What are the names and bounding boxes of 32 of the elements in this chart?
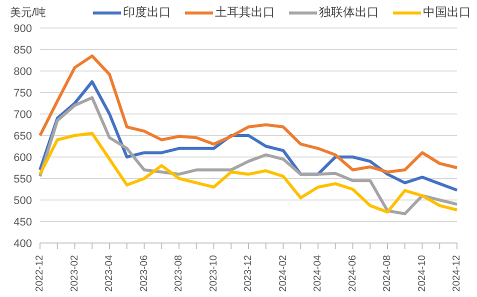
x-tick-label: 2024-02 <box>278 254 289 292</box>
y-tick-label: 750 <box>14 87 32 100</box>
x-tick-label: 2024-06 <box>347 254 358 292</box>
x-tick-label: 2022-12 <box>34 254 46 292</box>
y-tick-label: 400 <box>14 238 32 250</box>
line-series <box>38 54 458 174</box>
x-tick-label: 2023-02 <box>69 254 80 292</box>
x-tick-label: 2023-12 <box>243 254 254 292</box>
y-tick-label: 550 <box>14 173 32 186</box>
legend-label: 中国出口 <box>422 4 471 21</box>
y-tick-label: 700 <box>14 108 32 121</box>
line-series <box>38 132 458 214</box>
x-tick-label: 2024-08 <box>382 254 393 292</box>
x-tick-label: 2024-10 <box>416 254 428 292</box>
y-tick-label: 850 <box>14 44 32 56</box>
legend-label: 印度出口 <box>122 4 171 21</box>
x-tick-label: 2023-10 <box>208 254 220 292</box>
line-series <box>38 96 458 216</box>
x-tick-label: 2024-04 <box>312 254 324 292</box>
y-tick-label: 900 <box>14 22 32 35</box>
x-tick-label: 2023-08 <box>174 254 184 292</box>
y-tick-label: 500 <box>14 194 32 207</box>
legend-label: 独联体出口 <box>318 4 379 21</box>
legend-label: 土耳其出口 <box>214 4 275 21</box>
x-tick-label: 2023-04 <box>104 254 115 292</box>
y-tick-label: 600 <box>14 152 32 164</box>
x-tick-label: 2024-12 <box>452 254 462 292</box>
y-tick-label: 800 <box>14 66 32 78</box>
x-tick-label: 2023-06 <box>138 254 150 292</box>
y-tick-label: 450 <box>14 216 32 228</box>
y-axis-title: 美元/吨 <box>10 6 46 20</box>
y-tick-label: 650 <box>14 130 32 142</box>
